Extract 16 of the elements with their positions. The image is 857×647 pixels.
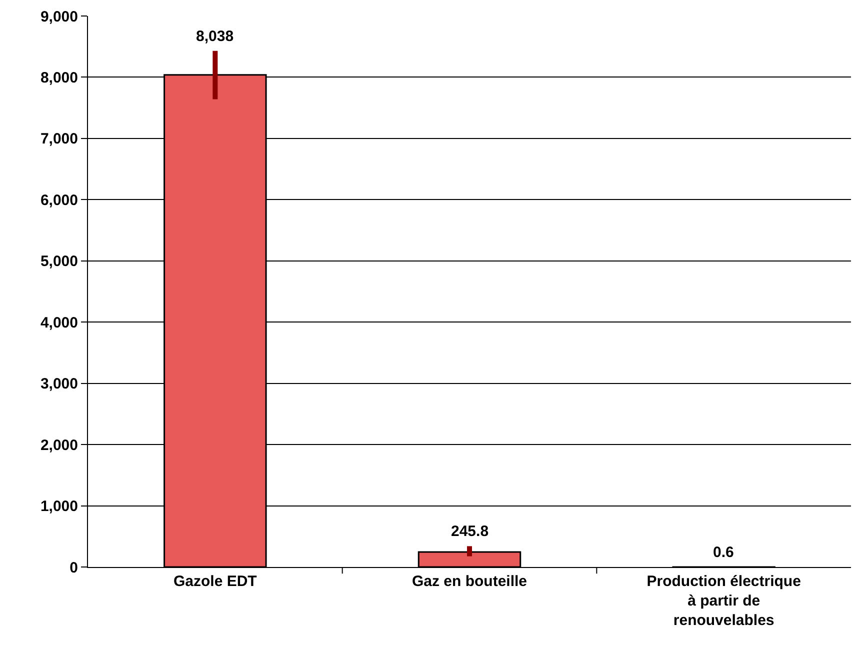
x-tick-label: Gaz en bouteille [412,573,528,590]
y-tick-label: 3,000 [40,376,78,393]
x-tick-label: Gazole EDT [173,573,257,590]
y-tick-label: 8,000 [40,69,78,86]
x-tick-label: Production électrique à partir de renouvelables [646,573,801,629]
y-tick-label: 0 [70,559,78,576]
data-label: 8,038 [196,28,234,45]
data-label: 0.6 [713,544,734,561]
y-tick-label: 7,000 [40,130,78,148]
y-tick-label: 1,000 [40,498,78,516]
y-tick-label: 6,000 [40,192,78,209]
y-tick-label: 4,000 [40,314,78,332]
y-tick-label: 2,000 [40,436,78,454]
y-tick-label: 9,000 [40,8,78,26]
data-label: 245.8 [451,523,489,540]
y-tick-label: 5,000 [40,253,78,270]
